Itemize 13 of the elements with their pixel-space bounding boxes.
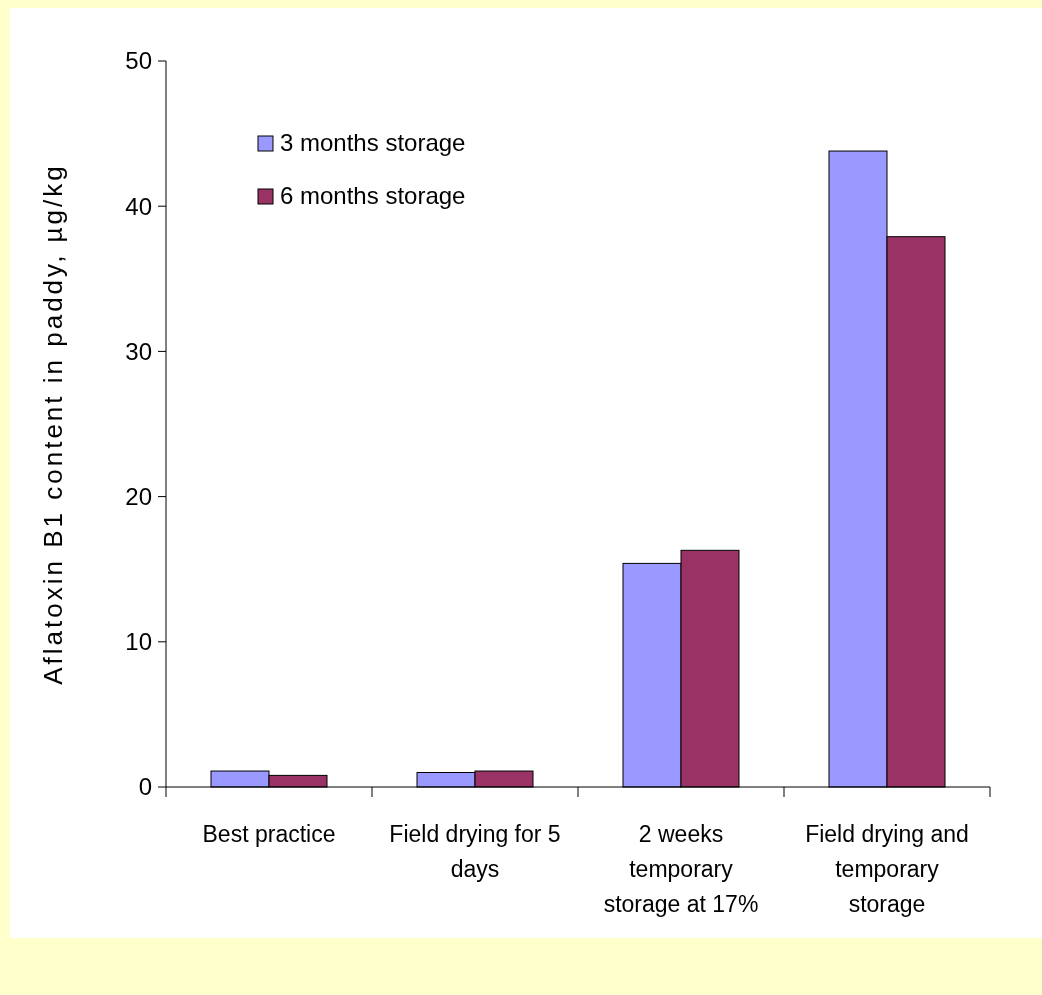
y-tick-label: 10 <box>125 628 152 656</box>
legend-label: 6 months storage <box>280 182 466 210</box>
x-tick-label: Field drying for 5 days <box>389 821 561 882</box>
x-tick-label: 2 weeks temporary storage at 17% <box>603 821 759 917</box>
y-tick-label: 40 <box>125 192 152 220</box>
y-axis-title: Aflatoxin B1 content in paddy, µg/kg <box>38 163 68 685</box>
x-tick-label: Field drying and temporary storage <box>805 821 969 917</box>
legend-label: 3 months storage <box>280 129 466 157</box>
y-tick-label: 30 <box>125 337 152 365</box>
y-tick-label: 20 <box>125 483 152 510</box>
x-tick-label: Best practice <box>202 821 336 847</box>
y-tick-label: 50 <box>125 47 152 75</box>
y-tick-label: 0 <box>138 773 152 801</box>
